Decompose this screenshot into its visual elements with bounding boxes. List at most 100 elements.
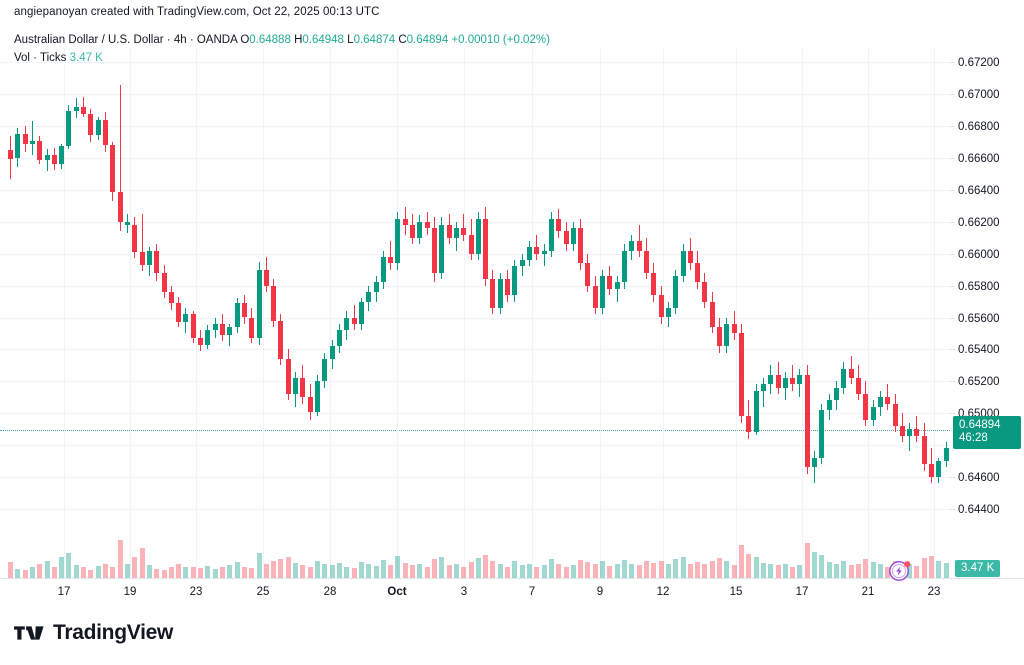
candle-body xyxy=(263,269,269,286)
price-tick-mark xyxy=(950,508,955,510)
time-tick-label: 28 xyxy=(323,586,337,598)
volume-bar xyxy=(198,568,204,578)
volume-bar xyxy=(190,566,196,578)
chart-plot-area[interactable] xyxy=(0,48,950,578)
candle-body xyxy=(285,358,291,395)
candle-body xyxy=(241,303,247,318)
price-tick-label: 0.66600 xyxy=(950,154,1000,166)
candle-body xyxy=(249,317,255,339)
volume-value-badge[interactable]: 3.47 K xyxy=(955,560,1001,577)
candle-body xyxy=(212,323,218,331)
volume-bar xyxy=(702,563,708,578)
volume-bar xyxy=(388,565,394,578)
candle-body xyxy=(921,435,927,465)
volume-bar xyxy=(643,560,649,578)
candle-body xyxy=(431,228,437,273)
legend-volume-title[interactable]: Vol · Ticks xyxy=(14,52,67,64)
time-scale[interactable]: 17 19 23 25 28 Oct 3 7 9 12 15 17 21 23 xyxy=(0,578,950,608)
volume-bar xyxy=(695,562,701,578)
current-price-badge[interactable]: 0.64894 46:28 xyxy=(953,416,1021,450)
candle-body xyxy=(73,107,79,111)
volume-bar xyxy=(329,565,335,578)
candle-body xyxy=(585,263,591,286)
candle-body xyxy=(59,145,65,165)
candle-body xyxy=(8,149,13,159)
candle-body xyxy=(205,330,211,345)
volume-bar xyxy=(651,562,657,578)
candle-body xyxy=(234,303,240,328)
volume-bar xyxy=(322,563,328,578)
candle-body xyxy=(651,272,657,296)
volume-bar xyxy=(863,559,869,578)
lightning-bolt-icon[interactable] xyxy=(888,558,912,582)
price-tick-label: 0.64400 xyxy=(950,504,1000,517)
candle-body xyxy=(497,279,503,308)
volume-bar xyxy=(600,561,606,578)
legend-low-value: 0.64874 xyxy=(353,34,396,46)
volume-bar xyxy=(505,566,511,578)
candle-body xyxy=(534,247,540,254)
candle-body xyxy=(124,221,130,225)
candle-body xyxy=(877,397,883,407)
legend-close-label: C xyxy=(398,34,407,46)
grid-line-vertical xyxy=(397,48,398,578)
candle-body xyxy=(899,425,905,436)
volume-bar xyxy=(315,561,321,578)
legend-symbol-name[interactable]: Australian Dollar / U.S. Dollar xyxy=(14,34,164,46)
candle-wick xyxy=(390,240,392,270)
candle-body xyxy=(117,191,123,222)
grid-line-vertical xyxy=(736,48,737,578)
volume-bar xyxy=(929,555,935,578)
candle-body xyxy=(607,276,613,289)
candle-body xyxy=(505,279,511,296)
volume-bar xyxy=(117,540,123,578)
candle-body xyxy=(687,250,693,264)
price-tick-label: 0.67200 xyxy=(950,58,1000,70)
volume-bar xyxy=(483,555,489,578)
volume-bar xyxy=(29,566,35,578)
candle-wick xyxy=(762,378,764,407)
volume-bar xyxy=(293,562,299,578)
candle-body xyxy=(841,368,847,388)
grid-line-vertical xyxy=(600,48,601,578)
price-tick-mark xyxy=(950,317,955,319)
grid-line-vertical xyxy=(934,48,935,578)
volume-bar xyxy=(424,566,430,578)
candle-body xyxy=(146,250,152,265)
volume-bar xyxy=(59,556,65,578)
volume-bar xyxy=(366,564,372,578)
grid-line-vertical xyxy=(130,48,131,578)
volume-bar xyxy=(512,560,518,578)
candle-body xyxy=(943,448,949,462)
volume-bar xyxy=(826,562,832,578)
volume-bar xyxy=(680,556,686,578)
candle-body xyxy=(600,276,606,308)
candle-body xyxy=(804,374,810,468)
volume-bar xyxy=(775,565,781,578)
candle-body xyxy=(812,457,818,468)
candle-body xyxy=(563,231,569,245)
volume-bar xyxy=(841,561,847,578)
candle-body xyxy=(37,141,43,160)
time-tick-label: 9 xyxy=(596,586,604,598)
volume-bar xyxy=(103,563,109,578)
volume-bar xyxy=(490,561,496,578)
price-tick-mark xyxy=(950,189,955,191)
price-tick-label: 0.65200 xyxy=(950,377,1000,389)
price-scale[interactable]: 0.67200 0.67000 0.66800 0.66600 0.66400 0.662… xyxy=(950,0,1024,600)
volume-bar xyxy=(804,543,810,578)
legend-separator-2: · xyxy=(189,34,194,46)
volume-bar xyxy=(410,565,416,578)
candle-body xyxy=(636,240,642,251)
volume-bar xyxy=(753,557,759,578)
candle-body xyxy=(936,461,942,477)
candle-body xyxy=(417,221,423,238)
price-tick-label: 0.66800 xyxy=(950,122,1000,134)
price-tick-label: 0.65800 xyxy=(950,281,1000,294)
candle-body xyxy=(15,133,21,159)
candle-body xyxy=(614,282,620,289)
candle-body xyxy=(724,323,730,347)
candle-body xyxy=(717,327,723,347)
legend-volume-value: 3.47 K xyxy=(69,52,103,64)
legend-interval[interactable]: 4h xyxy=(173,34,187,46)
